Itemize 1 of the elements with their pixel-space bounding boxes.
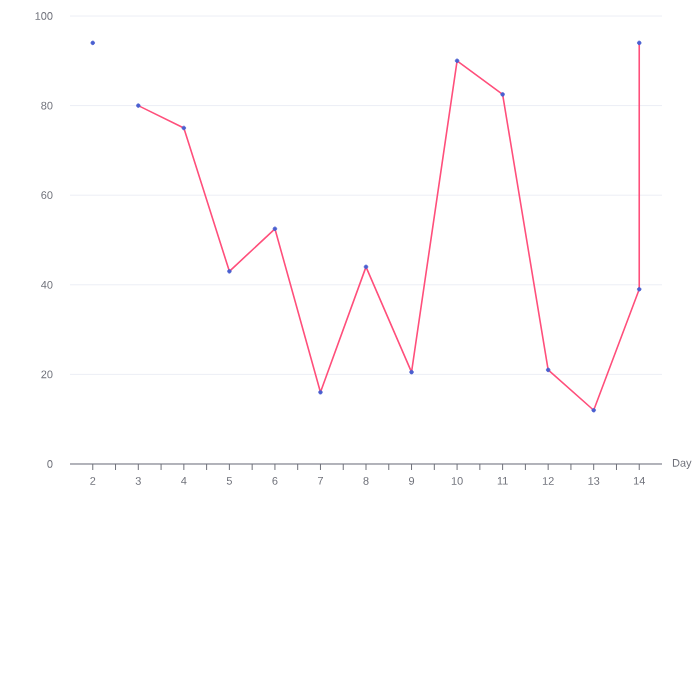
line-series (136, 40, 642, 413)
